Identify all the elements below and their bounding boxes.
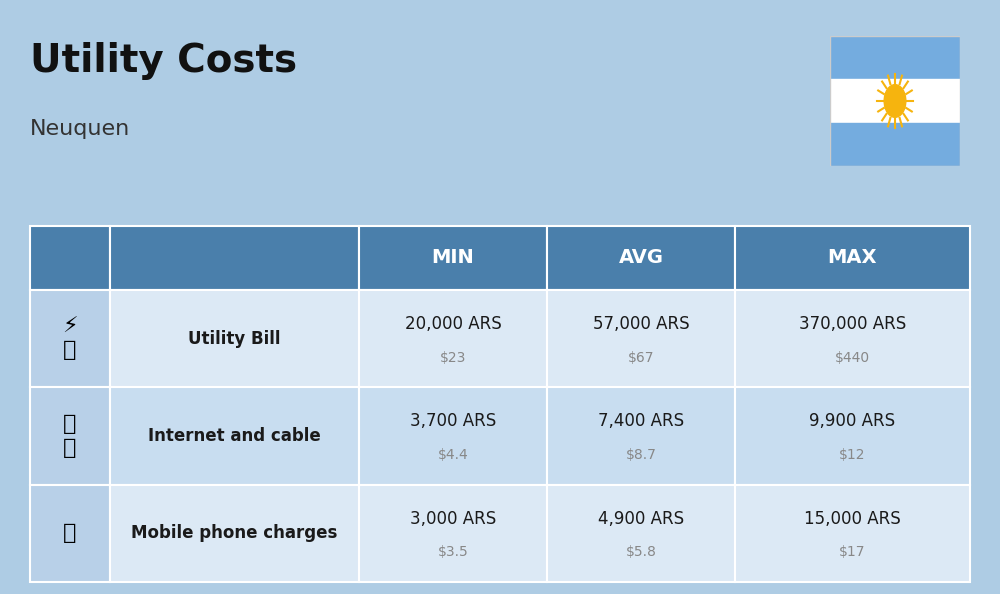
FancyBboxPatch shape xyxy=(735,485,970,582)
Bar xyxy=(830,123,960,166)
Text: 9,900 ARS: 9,900 ARS xyxy=(809,412,896,430)
FancyBboxPatch shape xyxy=(547,485,735,582)
Text: $5.8: $5.8 xyxy=(626,545,656,560)
Text: $4.4: $4.4 xyxy=(438,448,468,462)
Bar xyxy=(830,36,960,79)
FancyBboxPatch shape xyxy=(30,387,110,485)
Text: 3,000 ARS: 3,000 ARS xyxy=(410,510,496,527)
FancyBboxPatch shape xyxy=(359,290,547,387)
Text: $440: $440 xyxy=(835,350,870,365)
FancyBboxPatch shape xyxy=(359,226,547,290)
Text: Utility Costs: Utility Costs xyxy=(30,42,297,80)
FancyBboxPatch shape xyxy=(735,290,970,387)
Text: 370,000 ARS: 370,000 ARS xyxy=(799,315,906,333)
Text: Internet and cable: Internet and cable xyxy=(148,427,321,445)
FancyBboxPatch shape xyxy=(30,290,110,387)
Text: 4,900 ARS: 4,900 ARS xyxy=(598,510,684,527)
Text: MIN: MIN xyxy=(432,248,474,267)
Text: 📶
📻: 📶 📻 xyxy=(63,415,77,457)
FancyBboxPatch shape xyxy=(110,290,359,387)
FancyBboxPatch shape xyxy=(547,387,735,485)
Circle shape xyxy=(884,85,906,118)
Text: ⚡
🔧: ⚡ 🔧 xyxy=(62,317,78,360)
Text: $23: $23 xyxy=(440,350,466,365)
Text: 7,400 ARS: 7,400 ARS xyxy=(598,412,684,430)
Text: $12: $12 xyxy=(839,448,866,462)
Text: $8.7: $8.7 xyxy=(626,448,656,462)
Text: $3.5: $3.5 xyxy=(438,545,468,560)
FancyBboxPatch shape xyxy=(735,226,970,290)
FancyBboxPatch shape xyxy=(110,226,359,290)
FancyBboxPatch shape xyxy=(359,485,547,582)
FancyBboxPatch shape xyxy=(110,387,359,485)
Text: 20,000 ARS: 20,000 ARS xyxy=(405,315,501,333)
Text: 📱: 📱 xyxy=(63,523,77,544)
Text: $67: $67 xyxy=(628,350,654,365)
Text: 57,000 ARS: 57,000 ARS xyxy=(593,315,689,333)
FancyBboxPatch shape xyxy=(110,485,359,582)
FancyBboxPatch shape xyxy=(30,226,110,290)
Text: $17: $17 xyxy=(839,545,866,560)
FancyBboxPatch shape xyxy=(547,226,735,290)
Text: MAX: MAX xyxy=(828,248,877,267)
Text: Neuquen: Neuquen xyxy=(30,119,130,139)
FancyBboxPatch shape xyxy=(359,387,547,485)
Text: Mobile phone charges: Mobile phone charges xyxy=(131,525,338,542)
FancyBboxPatch shape xyxy=(547,290,735,387)
Text: Utility Bill: Utility Bill xyxy=(188,330,281,347)
Bar xyxy=(830,79,960,123)
FancyBboxPatch shape xyxy=(735,387,970,485)
Text: AVG: AVG xyxy=(618,248,663,267)
FancyBboxPatch shape xyxy=(30,485,110,582)
Text: 3,700 ARS: 3,700 ARS xyxy=(410,412,496,430)
Text: 15,000 ARS: 15,000 ARS xyxy=(804,510,901,527)
